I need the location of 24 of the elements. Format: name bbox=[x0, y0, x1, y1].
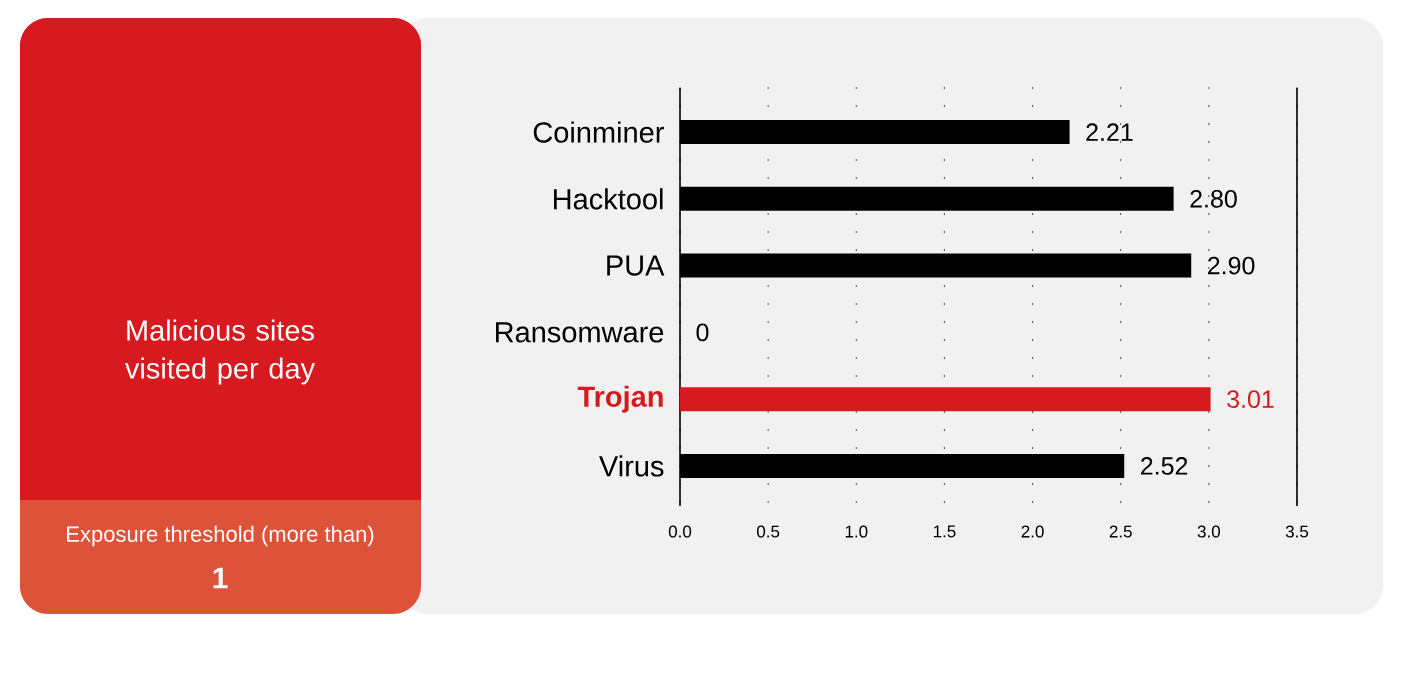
x-tick-label: 2.5 bbox=[1109, 525, 1132, 538]
x-tick-label: 1.5 bbox=[933, 525, 956, 538]
text: Exposure threshold (more than) bbox=[67, 525, 374, 547]
bar bbox=[680, 387, 1211, 412]
data-label: 2.90 bbox=[1208, 256, 1255, 275]
x-tick-label: 3.5 bbox=[1285, 525, 1309, 538]
x-tick-label: 2.0 bbox=[1021, 525, 1044, 538]
data-label: 2.21 bbox=[1086, 123, 1133, 141]
y-tick-label: PUA bbox=[607, 255, 665, 276]
data-label: 3.01 bbox=[1227, 390, 1274, 409]
data-label: 2.52 bbox=[1141, 457, 1188, 475]
data-label: 0 bbox=[696, 323, 709, 342]
y-tick-label: Virus bbox=[599, 455, 664, 477]
text: Malicious sites visited per day bbox=[125, 319, 316, 385]
x-tick-label: 0.0 bbox=[668, 525, 692, 538]
y-tick-label: Hacktool bbox=[554, 188, 663, 210]
x-tick-label: 0.5 bbox=[756, 525, 780, 538]
y-tick-label: Ransomware bbox=[496, 322, 664, 343]
y-tick-label: Coinminer bbox=[533, 121, 664, 143]
y-tick-label: Trojan bbox=[577, 385, 663, 413]
data-label: 2.80 bbox=[1190, 189, 1237, 208]
text: 1 bbox=[213, 567, 228, 589]
x-tick-label: 1.0 bbox=[845, 525, 868, 538]
x-tick-label: 3.0 bbox=[1197, 525, 1221, 538]
